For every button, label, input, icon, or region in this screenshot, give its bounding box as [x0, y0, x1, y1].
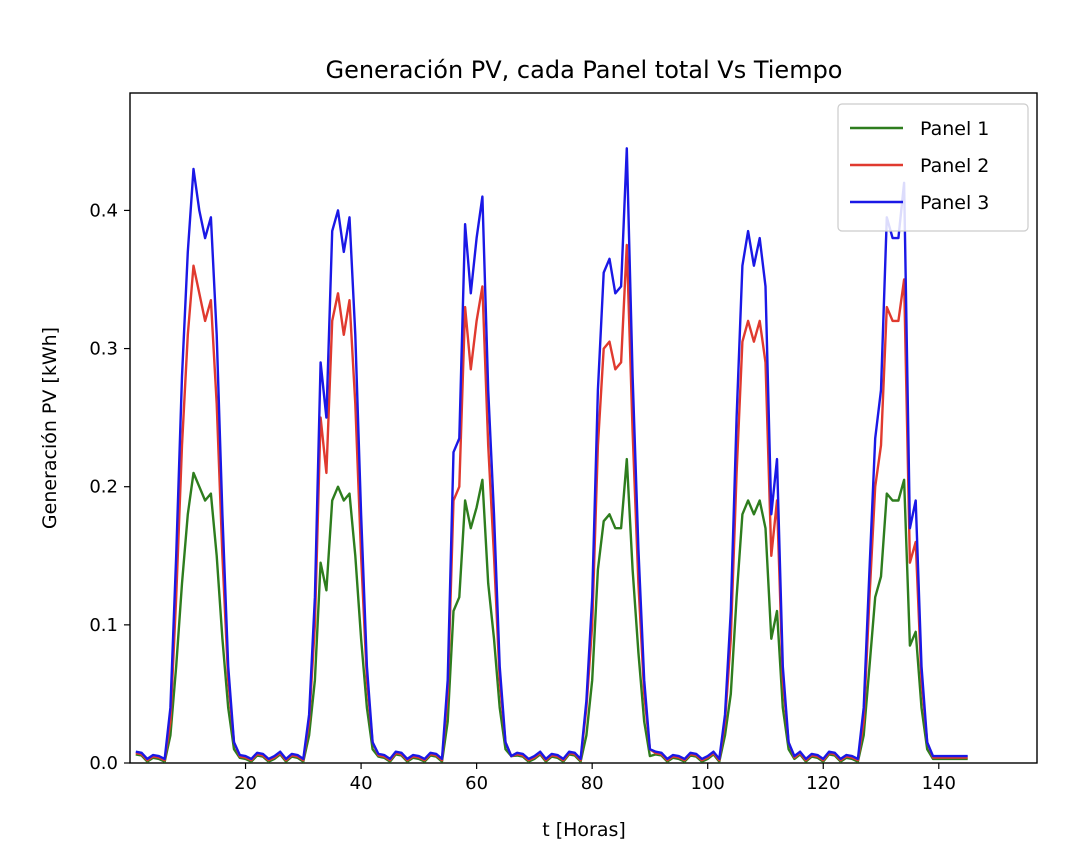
x-tick-label: 20	[234, 773, 257, 794]
y-tick-label: 0.3	[89, 339, 118, 360]
x-tick-label: 100	[691, 773, 725, 794]
axis-ticks: 20 40 60 80 100 120 140 0.0 0.1 0.2 0.3 0.4	[89, 200, 956, 794]
series-line-3	[135, 147, 968, 761]
y-tick-label: 0.2	[89, 477, 118, 498]
legend-label-2: Panel 2	[920, 155, 989, 177]
x-tick-label: 80	[581, 773, 604, 794]
x-tick-label: 40	[350, 773, 373, 794]
x-axis-label: t [Horas]	[542, 819, 626, 841]
y-tick-label: 0.1	[89, 615, 118, 636]
legend: Panel 1 Panel 2 Panel 3	[837, 103, 1029, 232]
chart-title: Generación PV, cada Panel total Vs Tiemp…	[325, 56, 842, 84]
series-line-1	[135, 457, 968, 763]
series-lines	[135, 147, 968, 763]
legend-box	[837, 103, 1029, 232]
y-tick-label: 0.0	[89, 753, 118, 774]
legend-label-3: Panel 3	[920, 192, 989, 214]
y-tick-label: 0.4	[89, 200, 118, 221]
x-tick-label: 140	[922, 773, 956, 794]
legend-label-1: Panel 1	[920, 118, 989, 140]
series-line-2	[135, 243, 968, 762]
x-tick-label: 60	[465, 773, 488, 794]
y-axis-label: Generación PV [kWh]	[39, 327, 61, 529]
x-tick-label: 120	[806, 773, 840, 794]
plot-frame	[129, 92, 1038, 764]
